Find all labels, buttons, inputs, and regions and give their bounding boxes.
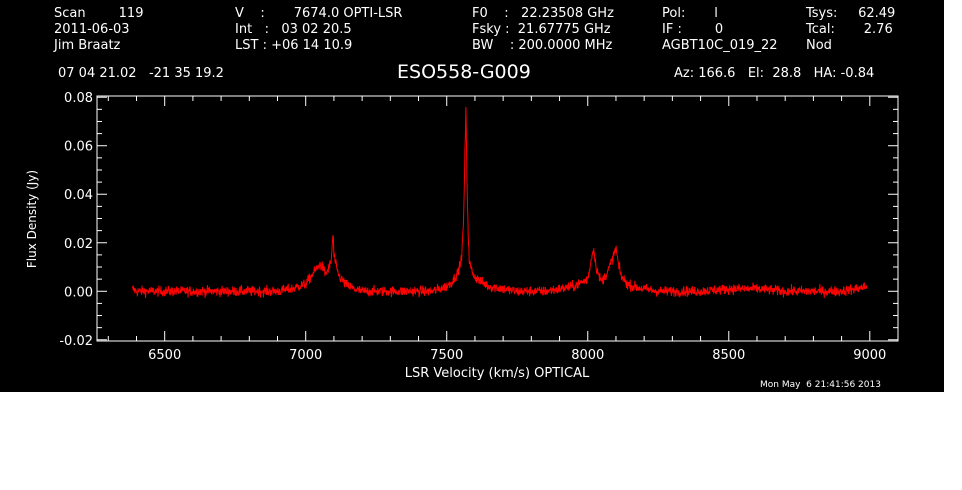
rest-frequency: F0 : 22.23508 GHz <box>472 6 614 21</box>
plot-panel <box>0 0 944 392</box>
x-axis-ticks: 6500 7000 7500 8000 8500 9000 <box>107 96 899 363</box>
spectrum-line <box>131 106 868 299</box>
y-tick-label: 0.08 <box>64 91 93 106</box>
axes-frame <box>96 95 899 342</box>
pointing-readout: Az: 166.6 El: 28.8 HA: -0.84 <box>674 66 875 81</box>
y-tick-label: 0.04 <box>64 188 93 203</box>
x-axis-label: LSR Velocity (km/s) OPTICAL <box>405 366 590 381</box>
scan-number: Scan 119 <box>54 6 144 21</box>
project-id: AGBT10C_019_22 <box>662 38 778 53</box>
bandwidth: BW : 200.0000 MHz <box>472 38 613 53</box>
x-tick-label: 7000 <box>289 348 322 363</box>
chart-title: ESO558-G009 <box>397 61 531 83</box>
x-tick-label: 8000 <box>571 348 604 363</box>
integration-time: Int : 03 02 20.5 <box>235 22 352 37</box>
observation-date: 2011-06-03 <box>54 22 130 37</box>
source-coordinates: 07 04 21.02 -21 35 19.2 <box>58 66 224 81</box>
x-tick-label: 6500 <box>148 348 181 363</box>
x-tick-label: 7500 <box>430 348 463 363</box>
y-axis-label: Flux Density (Jy) <box>25 170 39 268</box>
if-number: IF : 0 <box>662 22 724 37</box>
y-axis-ticks: -0.02 0.00 0.02 0.04 0.06 0.08 <box>59 91 898 349</box>
y-tick-label: -0.02 <box>59 334 93 349</box>
observer-name: Jim Braatz <box>54 38 121 53</box>
tcal-readout: Tcal: 2.76 <box>806 22 893 37</box>
y-tick-label: 0.02 <box>64 237 93 252</box>
observing-mode: Nod <box>806 38 832 53</box>
x-tick-label: 9000 <box>853 348 886 363</box>
y-tick-label: 0.00 <box>64 285 93 300</box>
plot-frame <box>96 95 899 342</box>
velocity-readout: V : 7674.0 OPTI-LSR <box>235 6 403 21</box>
y-tick-label: 0.06 <box>64 140 93 155</box>
sky-frequency: Fsky : 21.67775 GHz <box>472 22 611 37</box>
polarization: Pol: l <box>662 6 718 21</box>
x-tick-label: 8500 <box>712 348 745 363</box>
spectrum-chart: 6500 7000 7500 8000 8500 9000 -0.02 0.00 0.02 0.… <box>25 91 899 381</box>
timestamp: Mon May 6 21:41:56 2013 <box>760 380 881 390</box>
lst-readout: LST : +06 14 10.9 <box>235 38 353 53</box>
tsys-readout: Tsys: 62.49 <box>806 6 896 21</box>
